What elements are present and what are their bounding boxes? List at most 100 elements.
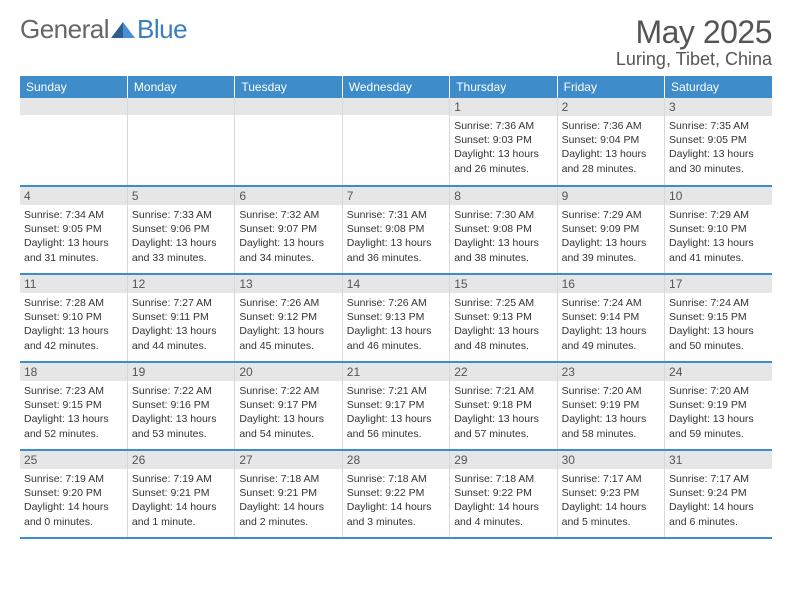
logo-text-blue: Blue <box>137 14 187 45</box>
calendar-day-cell: 5Sunrise: 7:33 AMSunset: 9:06 PMDaylight… <box>127 186 234 274</box>
calendar-table: Sunday Monday Tuesday Wednesday Thursday… <box>20 76 772 539</box>
day-number: 17 <box>665 275 772 293</box>
sunrise-text: Sunrise: 7:36 AM <box>454 119 552 133</box>
location: Luring, Tibet, China <box>616 49 772 70</box>
daylight-text: Daylight: 14 hours and 5 minutes. <box>562 500 660 528</box>
sunset-text: Sunset: 9:14 PM <box>562 310 660 324</box>
sunrise-text: Sunrise: 7:17 AM <box>669 472 768 486</box>
month-year: May 2025 <box>616 14 772 51</box>
day-info: Sunrise: 7:33 AMSunset: 9:06 PMDaylight:… <box>132 208 230 265</box>
daylight-text: Daylight: 13 hours and 45 minutes. <box>239 324 337 352</box>
daylight-text: Daylight: 14 hours and 2 minutes. <box>239 500 337 528</box>
calendar-day-cell: 7Sunrise: 7:31 AMSunset: 9:08 PMDaylight… <box>342 186 449 274</box>
daylight-text: Daylight: 14 hours and 4 minutes. <box>454 500 552 528</box>
dow-friday: Friday <box>557 76 664 98</box>
daylight-text: Daylight: 13 hours and 39 minutes. <box>562 236 660 264</box>
sunset-text: Sunset: 9:03 PM <box>454 133 552 147</box>
day-number: 13 <box>235 275 341 293</box>
sunset-text: Sunset: 9:16 PM <box>132 398 230 412</box>
calendar-day-cell <box>235 98 342 186</box>
dow-sunday: Sunday <box>20 76 127 98</box>
daylight-text: Daylight: 13 hours and 44 minutes. <box>132 324 230 352</box>
day-info: Sunrise: 7:18 AMSunset: 9:21 PMDaylight:… <box>239 472 337 529</box>
day-info: Sunrise: 7:30 AMSunset: 9:08 PMDaylight:… <box>454 208 552 265</box>
daylight-text: Daylight: 13 hours and 41 minutes. <box>669 236 768 264</box>
day-number: 25 <box>20 451 127 469</box>
day-info: Sunrise: 7:24 AMSunset: 9:14 PMDaylight:… <box>562 296 660 353</box>
day-number: 11 <box>20 275 127 293</box>
calendar-day-cell: 21 Sunrise: 7:21 AMSunset: 9:17 PMDayligh… <box>342 362 449 450</box>
sunset-text: Sunset: 9:08 PM <box>454 222 552 236</box>
day-info: Sunrise: 7:17 AMSunset: 9:24 PMDaylight:… <box>669 472 768 529</box>
dow-tuesday: Tuesday <box>235 76 342 98</box>
daylight-text: Daylight: 13 hours and 49 minutes. <box>562 324 660 352</box>
sunset-text: Sunset: 9:20 PM <box>24 486 123 500</box>
day-info: Sunrise: 7:20 AMSunset: 9:19 PMDaylight:… <box>562 384 660 441</box>
sunrise-text: Sunrise: 7:21 AM <box>347 384 445 398</box>
sunrise-text: Sunrise: 7:32 AM <box>239 208 337 222</box>
sunset-text: Sunset: 9:22 PM <box>347 486 445 500</box>
sunrise-text: Sunrise: 7:18 AM <box>347 472 445 486</box>
sunrise-text: Sunrise: 7:18 AM <box>239 472 337 486</box>
day-number <box>128 98 234 115</box>
sunrise-text: Sunrise: 7:22 AM <box>132 384 230 398</box>
day-number <box>20 98 127 115</box>
sunrise-text: Sunrise: 7:29 AM <box>669 208 768 222</box>
sunrise-text: Sunrise: 7:27 AM <box>132 296 230 310</box>
day-number: 15 <box>450 275 556 293</box>
daylight-text: Daylight: 13 hours and 50 minutes. <box>669 324 768 352</box>
daylight-text: Daylight: 14 hours and 3 minutes. <box>347 500 445 528</box>
sunset-text: Sunset: 9:08 PM <box>347 222 445 236</box>
calendar-day-cell: 10Sunrise: 7:29 AMSunset: 9:10 PMDayligh… <box>665 186 772 274</box>
daylight-text: Daylight: 13 hours and 56 minutes. <box>347 412 445 440</box>
dow-wednesday: Wednesday <box>342 76 449 98</box>
header-row: General Blue May 2025 Luring, Tibet, Chi… <box>20 14 772 70</box>
calendar-day-cell: 28Sunrise: 7:18 AMSunset: 9:22 PMDayligh… <box>342 450 449 538</box>
calendar-week-row: 1Sunrise: 7:36 AMSunset: 9:03 PMDaylight… <box>20 98 772 186</box>
daylight-text: Daylight: 13 hours and 42 minutes. <box>24 324 123 352</box>
day-number: 31 <box>665 451 772 469</box>
sunset-text: Sunset: 9:13 PM <box>347 310 445 324</box>
sunset-text: Sunset: 9:10 PM <box>24 310 123 324</box>
sunset-text: Sunset: 9:06 PM <box>132 222 230 236</box>
day-info: Sunrise: 7:22 AMSunset: 9:17 PMDaylight:… <box>239 384 337 441</box>
day-info: Sunrise: 7:26 AMSunset: 9:12 PMDaylight:… <box>239 296 337 353</box>
calendar-day-cell: 29Sunrise: 7:18 AMSunset: 9:22 PMDayligh… <box>450 450 557 538</box>
calendar-day-cell: 20Sunrise: 7:22 AMSunset: 9:17 PMDayligh… <box>235 362 342 450</box>
sunset-text: Sunset: 9:21 PM <box>239 486 337 500</box>
day-number: 22 <box>450 363 556 381</box>
daylight-text: Daylight: 13 hours and 48 minutes. <box>454 324 552 352</box>
sunset-text: Sunset: 9:07 PM <box>239 222 337 236</box>
logo: General Blue <box>20 14 187 45</box>
calendar-day-cell: 8Sunrise: 7:30 AMSunset: 9:08 PMDaylight… <box>450 186 557 274</box>
calendar-week-row: 11Sunrise: 7:28 AMSunset: 9:10 PMDayligh… <box>20 274 772 362</box>
calendar-day-cell: 11Sunrise: 7:28 AMSunset: 9:10 PMDayligh… <box>20 274 127 362</box>
calendar-day-cell <box>342 98 449 186</box>
day-info: Sunrise: 7:26 AMSunset: 9:13 PMDaylight:… <box>347 296 445 353</box>
day-number: 6 <box>235 187 341 205</box>
daylight-text: Daylight: 13 hours and 36 minutes. <box>347 236 445 264</box>
calendar-day-cell: 16Sunrise: 7:24 AMSunset: 9:14 PMDayligh… <box>557 274 664 362</box>
daylight-text: Daylight: 13 hours and 34 minutes. <box>239 236 337 264</box>
day-info: Sunrise: 7:21 AMSunset: 9:17 PMDaylight:… <box>347 384 445 441</box>
sunset-text: Sunset: 9:12 PM <box>239 310 337 324</box>
sunrise-text: Sunrise: 7:36 AM <box>562 119 660 133</box>
daylight-text: Daylight: 13 hours and 38 minutes. <box>454 236 552 264</box>
calendar-day-cell: 6 Sunrise: 7:32 AMSunset: 9:07 PMDaylight… <box>235 186 342 274</box>
logo-text-general: General <box>20 14 109 45</box>
day-number: 19 <box>128 363 234 381</box>
day-number: 21 <box>343 363 449 381</box>
day-info: Sunrise: 7:25 AMSunset: 9:13 PMDaylight:… <box>454 296 552 353</box>
daylight-text: Daylight: 13 hours and 59 minutes. <box>669 412 768 440</box>
sunrise-text: Sunrise: 7:25 AM <box>454 296 552 310</box>
daylight-text: Daylight: 13 hours and 53 minutes. <box>132 412 230 440</box>
sunset-text: Sunset: 9:09 PM <box>562 222 660 236</box>
sunset-text: Sunset: 9:13 PM <box>454 310 552 324</box>
calendar-week-row: 18Sunrise: 7:23 AMSunset: 9:15 PMDayligh… <box>20 362 772 450</box>
daylight-text: Daylight: 13 hours and 57 minutes. <box>454 412 552 440</box>
calendar-day-cell: 26Sunrise: 7:19 AMSunset: 9:21 PMDayligh… <box>127 450 234 538</box>
calendar-day-cell: 9Sunrise: 7:29 AMSunset: 9:09 PMDaylight… <box>557 186 664 274</box>
calendar-day-cell: 1Sunrise: 7:36 AMSunset: 9:03 PMDaylight… <box>450 98 557 186</box>
sunrise-text: Sunrise: 7:19 AM <box>24 472 123 486</box>
sunset-text: Sunset: 9:15 PM <box>24 398 123 412</box>
